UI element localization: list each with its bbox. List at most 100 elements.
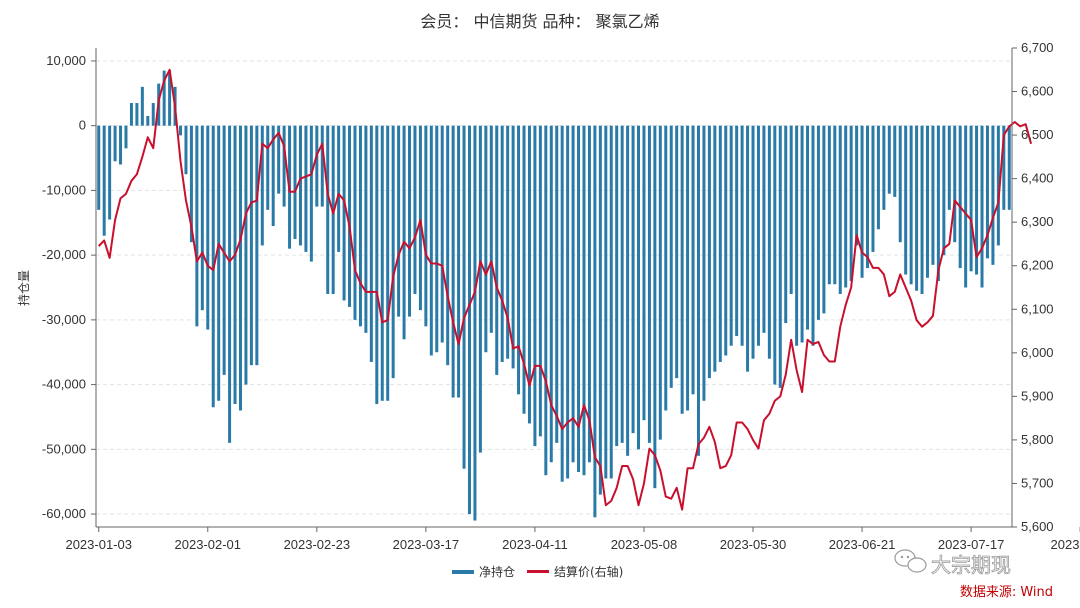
bar xyxy=(702,125,706,401)
bar xyxy=(871,125,875,252)
bar xyxy=(609,125,613,479)
bar xyxy=(827,125,831,285)
bar xyxy=(615,125,619,447)
bar xyxy=(931,125,935,265)
bar xyxy=(506,125,510,359)
bar xyxy=(255,125,259,366)
bar xyxy=(549,125,553,463)
bar xyxy=(451,125,455,398)
bar xyxy=(342,125,346,301)
bar xyxy=(440,125,444,343)
bar xyxy=(478,125,482,453)
bar xyxy=(364,125,368,333)
bar xyxy=(806,125,810,330)
x-tick-label: 2023-05-08 xyxy=(611,537,678,552)
bar xyxy=(517,125,521,395)
bar xyxy=(320,125,324,207)
bar xyxy=(631,125,635,434)
wechat-icon xyxy=(894,549,927,573)
bar xyxy=(473,125,477,521)
bar xyxy=(991,125,995,265)
legend-swatch-settlement-price xyxy=(527,570,549,573)
bar xyxy=(533,125,537,447)
bar xyxy=(113,125,117,162)
grid-lines xyxy=(96,60,1012,515)
left-tick-label: -20,000 xyxy=(42,247,86,262)
axes xyxy=(95,48,1013,528)
bar xyxy=(298,125,302,246)
bar xyxy=(844,125,848,288)
x-tick-label: 2023-05-30 xyxy=(720,537,787,552)
bar xyxy=(124,125,128,149)
bar xyxy=(647,125,651,443)
bar xyxy=(315,125,319,207)
bar xyxy=(358,125,362,327)
bar xyxy=(964,125,968,288)
legend: 净持仓 结算价(右轴) xyxy=(452,564,623,579)
bar xyxy=(855,125,859,246)
bar xyxy=(402,125,406,340)
bar xyxy=(838,125,842,294)
right-tick-label: 6,500 xyxy=(1021,127,1054,142)
left-tick-label: -10,000 xyxy=(42,182,86,197)
bar xyxy=(260,125,264,246)
bar xyxy=(582,125,586,476)
bar xyxy=(522,125,526,414)
bar xyxy=(816,125,820,320)
bar xyxy=(228,125,232,443)
bar xyxy=(637,125,641,450)
right-tick-label: 6,300 xyxy=(1021,214,1054,229)
legend-label-settlement-price: 结算价(右轴) xyxy=(554,564,623,579)
bar xyxy=(484,125,488,353)
bar xyxy=(876,125,880,230)
bar xyxy=(985,125,989,259)
bar xyxy=(898,125,902,243)
bar xyxy=(866,125,870,269)
bar xyxy=(233,125,237,405)
bar xyxy=(560,125,564,482)
right-tick-label: 5,600 xyxy=(1021,519,1054,534)
bar xyxy=(418,125,422,311)
bar xyxy=(996,125,1000,246)
bar xyxy=(102,125,106,236)
right-tick-label: 6,200 xyxy=(1021,258,1054,273)
bar xyxy=(129,103,133,126)
bar xyxy=(184,125,188,175)
right-tick-label: 6,700 xyxy=(1021,40,1054,55)
bar xyxy=(369,125,373,362)
bar xyxy=(386,125,390,401)
bar xyxy=(925,125,929,278)
bar xyxy=(348,125,352,307)
bar xyxy=(408,125,412,317)
bar xyxy=(800,125,804,343)
bar xyxy=(620,125,624,443)
bar xyxy=(391,125,395,379)
bar xyxy=(658,125,662,440)
right-tick-label: 5,900 xyxy=(1021,388,1054,403)
right-tick-label: 5,800 xyxy=(1021,432,1054,447)
bar xyxy=(947,125,951,210)
left-tick-label: 0 xyxy=(79,118,86,133)
bar xyxy=(642,125,646,421)
bar xyxy=(244,125,248,385)
x-tick-label: 2023-08-0 xyxy=(1051,537,1080,552)
bar xyxy=(140,86,144,126)
bar xyxy=(467,125,471,515)
bar xyxy=(729,125,733,346)
line-series-settlement-price xyxy=(98,68,1033,511)
bar xyxy=(168,70,172,126)
bar xyxy=(489,125,493,333)
bar xyxy=(527,125,531,424)
bar xyxy=(538,125,542,437)
left-tick-label: -60,000 xyxy=(42,506,86,521)
bar xyxy=(980,125,984,288)
bar xyxy=(222,125,226,375)
x-tick-label: 2023-02-01 xyxy=(175,537,242,552)
left-axis-label: 持仓量 xyxy=(16,270,31,306)
x-tick-label: 2023-06-21 xyxy=(829,537,896,552)
x-axis-ticks: 2023-01-03 2023-02-01 2023-02-23 2023-03-17… xyxy=(65,527,1080,552)
bar xyxy=(293,125,297,239)
bar xyxy=(500,125,504,362)
bar xyxy=(811,125,815,346)
right-tick-label: 6,400 xyxy=(1021,171,1054,186)
